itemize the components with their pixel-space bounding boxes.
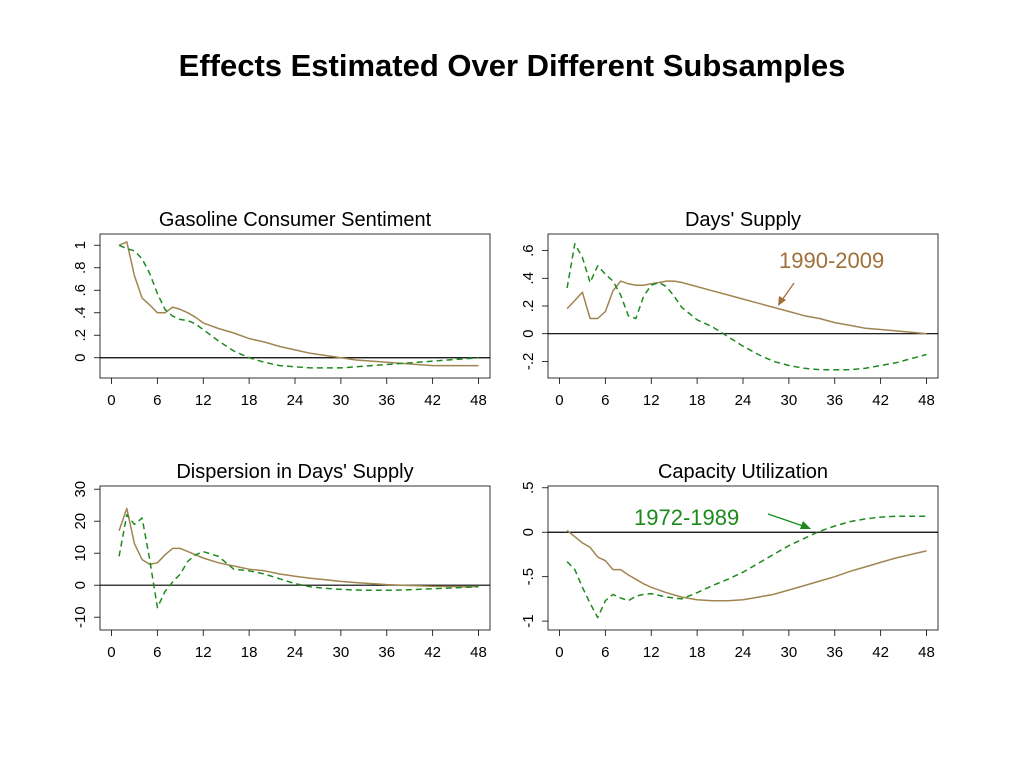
- x-tick-label: 30: [781, 392, 798, 409]
- y-tick-label: 30: [72, 481, 89, 498]
- x-tick-label: 12: [195, 644, 212, 661]
- annotation-1972-1989-arrowhead: [800, 521, 811, 529]
- x-tick-label: 30: [333, 392, 350, 409]
- annotation-1972-1989-arrow-line: [767, 513, 807, 528]
- x-tick-label: 24: [735, 392, 752, 409]
- y-tick-label: 20: [72, 513, 89, 530]
- x-tick-label: 24: [735, 644, 752, 661]
- panel-capacity-utilization: Capacity Utilization 0 6 12 18 24 30 36 42 48 -1 -.…: [520, 461, 939, 661]
- x-tick-label: 0: [555, 644, 563, 661]
- y-tick-label: 0: [72, 581, 89, 589]
- x-tick-label: 42: [872, 644, 889, 661]
- y-tick-label: .8: [72, 261, 89, 274]
- series-line-1972-1989: [118, 514, 479, 609]
- y-tick-label: 0: [520, 330, 537, 338]
- panel-title: Gasoline Consumer Sentiment: [159, 209, 432, 231]
- x-tick-label: 12: [195, 392, 212, 409]
- series-line-1972-1989: [566, 515, 927, 619]
- y-tick-label: 10: [72, 545, 89, 562]
- x-tick-label: 18: [689, 392, 706, 409]
- x-tick-label: 42: [424, 644, 441, 661]
- panel-title: Capacity Utilization: [658, 461, 828, 483]
- x-tick-label: 6: [153, 392, 161, 409]
- x-tick-label: 24: [287, 392, 304, 409]
- series-line-1990-2009: [118, 507, 479, 588]
- y-tick-label: 1: [72, 241, 89, 249]
- y-tick-label: .4: [72, 306, 89, 319]
- panel-dispersion-days-supply: Dispersion in Days' Supply 0 6 12 18 24 30 36 42…: [72, 461, 491, 661]
- x-tick-label: 42: [872, 392, 889, 409]
- y-tick-label: 0: [520, 528, 537, 536]
- series-line-1990-2009: [566, 529, 927, 602]
- series-line-1972-1989: [566, 242, 927, 371]
- y-tick-label: .6: [520, 244, 537, 257]
- y-tick-label: -1: [520, 614, 537, 627]
- page-title: Effects Estimated Over Different Subsamp…: [178, 48, 846, 83]
- x-tick-label: 48: [918, 392, 935, 409]
- x-tick-label: 48: [918, 644, 935, 661]
- y-tick-label: .5: [520, 482, 537, 495]
- plot-frame: [547, 485, 939, 631]
- x-tick-label: 0: [107, 644, 115, 661]
- y-tick-label: 0: [72, 354, 89, 362]
- y-tick-label: -.5: [520, 568, 537, 586]
- y-tick-label: .2: [520, 300, 537, 313]
- panel-gasoline-consumer-sentiment: Gasoline Consumer Sentiment 0 6 12 18 24 30 36 4…: [72, 209, 491, 409]
- y-tick-label: .6: [72, 284, 89, 297]
- panel-days-supply: Days' Supply 0 6 12 18 24 30 36 42 48 -.2 0 .2 .4 .6: [520, 209, 939, 409]
- y-tick-label: -.2: [520, 353, 537, 371]
- x-tick-label: 30: [333, 644, 350, 661]
- series-line-1972-1989: [118, 244, 479, 369]
- x-tick-label: 36: [378, 644, 395, 661]
- x-tick-label: 18: [689, 644, 706, 661]
- x-tick-label: 36: [826, 392, 843, 409]
- x-tick-label: 0: [107, 392, 115, 409]
- x-tick-label: 36: [826, 644, 843, 661]
- x-tick-label: 6: [601, 392, 609, 409]
- y-tick-label: -10: [72, 606, 89, 628]
- x-tick-label: 48: [470, 644, 487, 661]
- x-tick-label: 0: [555, 392, 563, 409]
- x-tick-label: 24: [287, 644, 304, 661]
- panel-title: Days' Supply: [685, 209, 801, 231]
- x-tick-label: 12: [643, 644, 660, 661]
- plot-frame: [99, 485, 491, 631]
- annotation-1972-1989: 1972-1989: [634, 505, 739, 530]
- annotation-1990-2009-arrowhead: [778, 296, 786, 306]
- x-tick-label: 12: [643, 392, 660, 409]
- x-tick-label: 18: [241, 644, 258, 661]
- panel-title: Dispersion in Days' Supply: [176, 461, 413, 483]
- y-tick-label: .4: [520, 272, 537, 285]
- series-line-1990-2009: [118, 241, 479, 367]
- plot-frame: [99, 233, 491, 379]
- annotations: 1990-2009 1972-1989: [634, 248, 884, 530]
- x-tick-label: 42: [424, 392, 441, 409]
- x-tick-label: 30: [781, 644, 798, 661]
- annotation-1990-2009: 1990-2009: [779, 248, 884, 273]
- x-tick-label: 36: [378, 392, 395, 409]
- x-tick-label: 18: [241, 392, 258, 409]
- x-tick-label: 6: [153, 644, 161, 661]
- x-tick-label: 48: [470, 392, 487, 409]
- x-tick-label: 6: [601, 644, 609, 661]
- y-tick-label: .2: [72, 329, 89, 342]
- series-line-1990-2009: [566, 280, 927, 335]
